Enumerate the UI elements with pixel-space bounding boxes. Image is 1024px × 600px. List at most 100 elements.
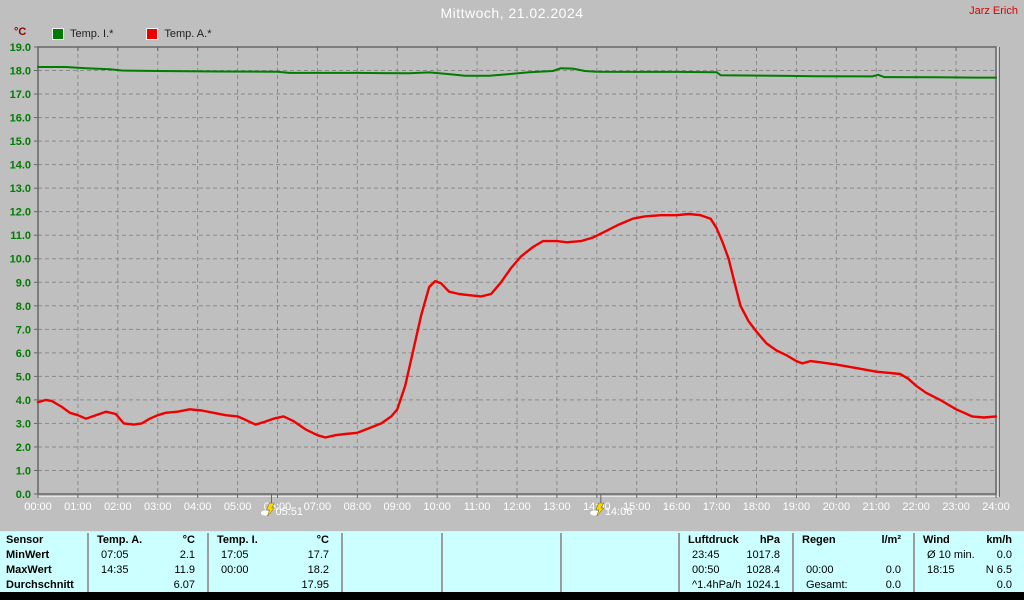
y-axis-tick-label: 7.0 <box>16 324 31 336</box>
table-cell-time <box>343 548 355 563</box>
x-axis-tick-label: 20:00 <box>823 501 851 513</box>
table-row: 0.0 <box>915 578 1024 593</box>
legend-label: Temp. A.* <box>164 28 212 40</box>
legend-swatch-icon <box>52 28 64 40</box>
sensor-unit: °C <box>316 534 329 546</box>
table-cell-time: Ø 10 min. <box>927 549 975 561</box>
table-column-wind: Wind km/h Ø 10 min. 0.0 18:15 N 6.5 0.0 <box>913 533 1024 593</box>
x-axis-tick-label: 22:00 <box>902 501 930 513</box>
y-axis-tick-label: 12.0 <box>10 207 31 219</box>
sensor-name: Temp. I. <box>217 534 258 546</box>
table-cell-time: 00:50 <box>692 564 720 576</box>
table-cell-time: 14:35 <box>101 564 129 576</box>
table-cell-time: 00:00 <box>221 564 249 576</box>
table-col-header: Regen l/m² <box>794 533 913 548</box>
sensor-unit <box>429 533 441 548</box>
x-axis-tick-label: 18:00 <box>743 501 771 513</box>
x-axis-tick-label: 07:00 <box>304 501 332 513</box>
table-cell-time <box>343 578 355 593</box>
y-axis-unit-label: °C <box>14 26 27 38</box>
table-column-temp-a: Temp. A. °C 07:05 2.1 14:35 11.9 6.07 <box>87 533 207 593</box>
series-line-temp-a <box>36 212 998 439</box>
table-col-header <box>562 533 678 548</box>
x-axis-tick-label: 08:00 <box>344 501 372 513</box>
table-cell-value: 1028.4 <box>746 564 780 576</box>
table-col-header <box>343 533 441 548</box>
table-row-label: MaxWert <box>6 564 52 576</box>
table-cell-time <box>443 548 455 563</box>
table-row: 00:50 1028.4 <box>680 563 792 578</box>
table-cell-time <box>794 548 806 563</box>
table-row <box>343 563 441 578</box>
table-cell-time <box>562 563 574 578</box>
sensor-name <box>562 533 570 548</box>
x-axis-tick-label: 14:00 <box>583 501 611 513</box>
table-cell-value <box>429 548 441 563</box>
sensor-unit: hPa <box>759 534 780 546</box>
y-axis-tick-label: 3.0 <box>16 418 31 430</box>
y-axis-tick-label: 10.0 <box>10 254 31 266</box>
table-cell-value: N 6.5 <box>985 564 1012 576</box>
table-cell-time <box>562 548 574 563</box>
table-cell-value <box>548 548 560 563</box>
table-cell-value: 18.2 <box>307 564 329 576</box>
table-row: 23:45 1017.8 <box>680 548 792 563</box>
table-cell-value: 1024.1 <box>746 579 780 591</box>
lightning-marker-icon <box>266 502 276 517</box>
y-axis-tick-label: 14.0 <box>10 160 31 172</box>
table-cell-value <box>429 578 441 593</box>
legend-item-temp-a: Temp. A.* <box>146 28 211 40</box>
y-axis-tick-label: 2.0 <box>16 442 31 454</box>
table-row: 17:05 17.7 <box>209 548 341 563</box>
table-column-luftdruck: Luftdruck hPa 23:45 1017.8 00:50 1028.4 ^1.4hP… <box>678 533 792 593</box>
x-axis-tick-label: 16:00 <box>663 501 691 513</box>
x-axis-tick-label: 21:00 <box>862 501 890 513</box>
sensor-unit: km/h <box>986 534 1012 546</box>
x-axis-tick-label: 24:00 <box>982 501 1010 513</box>
table-row <box>443 548 560 563</box>
table-column-empty <box>560 533 678 593</box>
x-axis-tick-label: 02:00 <box>104 501 132 513</box>
bottom-bar <box>0 592 1024 600</box>
y-axis-tick-label: 18.0 <box>10 66 31 78</box>
stats-table: Sensor MinWert MaxWert Durchschnitt Temp. A… <box>0 531 1024 593</box>
table-row: 00:00 18.2 <box>209 563 341 578</box>
table-cell-value <box>548 563 560 578</box>
table-col-header <box>443 533 560 548</box>
y-axis-tick-label: 15.0 <box>10 136 31 148</box>
table-row-label: Durchschnitt <box>6 579 74 591</box>
y-axis-tick-label: 0.0 <box>16 489 31 501</box>
x-axis-tick-label: 09:00 <box>383 501 411 513</box>
y-axis-tick-label: 5.0 <box>16 371 31 383</box>
table-cell-value: 17.7 <box>307 549 329 561</box>
legend-item-temp-i: Temp. I.* <box>52 28 113 40</box>
table-cell-time <box>89 578 101 593</box>
table-cell-value <box>548 578 560 593</box>
table-row <box>562 548 678 563</box>
sensor-unit: l/m² <box>881 534 901 546</box>
table-cell-value <box>429 563 441 578</box>
y-axis-tick-label: 8.0 <box>16 301 31 313</box>
table-row: 00:00 0.0 <box>794 563 913 578</box>
x-axis-tick-label: 19:00 <box>783 501 811 513</box>
sensor-name <box>443 533 451 548</box>
y-axis-tick-label: 4.0 <box>16 395 31 407</box>
table-cell-value: 6.07 <box>173 579 195 591</box>
table-row: 6.07 <box>89 578 207 593</box>
author-name: Jarz Erich <box>969 5 1018 17</box>
table-row: 14:35 11.9 <box>89 563 207 578</box>
table-cell-time: 17:05 <box>221 549 249 561</box>
time-marker-label: 14:06 <box>605 506 633 518</box>
sensor-name <box>343 533 351 548</box>
table-cell-value: 17.95 <box>301 579 329 591</box>
table-row-label: Sensor <box>6 534 44 546</box>
y-axis-tick-label: 6.0 <box>16 348 31 360</box>
table-row-labels: Sensor MinWert MaxWert Durchschnitt <box>0 533 87 593</box>
table-cell-value <box>666 578 678 593</box>
x-axis-tick-label: 04:00 <box>184 501 212 513</box>
table-cell-value: 0.0 <box>996 549 1012 561</box>
temperature-chart: 19.0 18.0 17.0 16.0 15.0 14.0 13.0 12.0 11.0 10.0… <box>10 42 1010 518</box>
table-col-header: Wind km/h <box>915 533 1024 548</box>
table-cell-value <box>666 548 678 563</box>
y-axis-tick-label: 19.0 <box>10 42 31 54</box>
